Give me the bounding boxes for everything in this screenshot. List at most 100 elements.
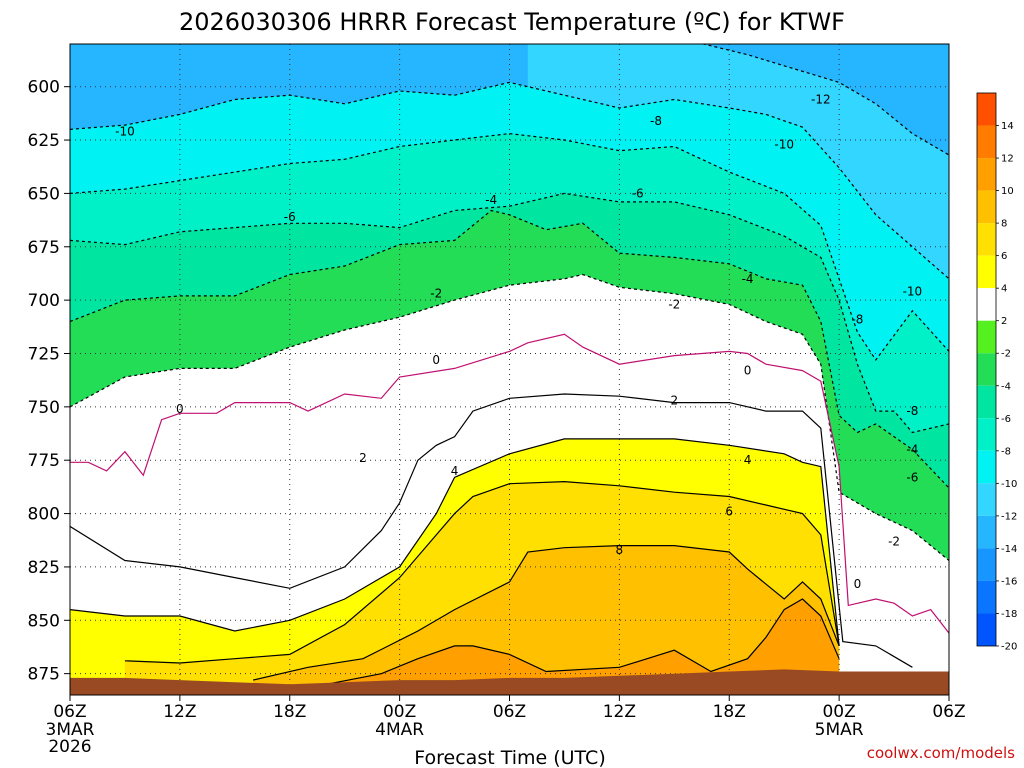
colorbar-swatch — [977, 93, 996, 126]
contour-label-layer: -12 -10 -10 -10 -8 -8 -8 -6 -6 -6 -4 -4 -4 -2 -2 -2 0 0 0 0… — [115, 92, 922, 591]
contour-label: 4 — [744, 453, 752, 467]
x-tick-label: 12Z — [163, 702, 196, 722]
contour-label: -6 — [632, 186, 644, 200]
colorbar-swatch — [977, 483, 996, 516]
terrain-fill — [70, 669, 949, 695]
contour-label: 0 — [176, 402, 184, 416]
colorbar-swatch — [977, 353, 996, 386]
colorbar-swatch — [977, 125, 996, 159]
x-tick-label: 06Z — [493, 702, 526, 722]
contour-label: -8 — [906, 404, 918, 418]
colorbar-label: 2 — [1001, 316, 1007, 327]
colorbar-swatch — [977, 320, 996, 354]
y-axis: 600 625 650 675 700 725 750 775 800 825 850 875 — [28, 78, 70, 685]
colorbar-swatch — [977, 580, 996, 614]
colorbar-swatch — [977, 450, 996, 484]
contour-layer — [70, 44, 949, 685]
x-tick-label: 06Z — [932, 702, 965, 722]
y-tick-label: 775 — [28, 451, 60, 471]
colorbar-swatch — [977, 385, 996, 419]
colorbar-label: 14 — [1001, 121, 1014, 132]
x-tick-label: 12Z — [603, 702, 636, 722]
ground-layer — [70, 669, 949, 695]
contour-label: -4 — [485, 193, 497, 207]
contour-label: -6 — [284, 210, 296, 224]
chart-title: 2026030306 HRRR Forecast Temperature (ºC… — [179, 8, 845, 36]
y-tick-label: 750 — [28, 398, 60, 418]
y-tick-label: 850 — [28, 611, 60, 631]
contour-line — [70, 132, 949, 361]
contour-label: 0 — [744, 364, 752, 378]
colorbar-label: -18 — [1001, 609, 1017, 620]
colorbar-label: -20 — [1001, 642, 1017, 653]
colorbar: 14 12 10 8 6 4 2 -2 -4 -6 -8 -10 -12 -14 -16 -18 -20 — [976, 92, 1017, 653]
y-tick-label: 725 — [28, 344, 60, 364]
x-tick-sublabel: 2026 — [48, 737, 91, 757]
colorbar-label: -4 — [1001, 381, 1011, 392]
colorbar-swatch — [977, 613, 996, 646]
contour-label: 4 — [451, 464, 459, 478]
colorbar-label: -14 — [1001, 544, 1017, 555]
contour-label: -2 — [430, 287, 442, 301]
colorbar-label: 12 — [1001, 154, 1014, 165]
colorbar-swatch — [977, 515, 996, 549]
credit-text: coolwx.com/models — [867, 744, 1015, 762]
x-tick-sublabel: 4MAR — [375, 720, 424, 740]
y-tick-label: 800 — [28, 505, 60, 525]
colorbar-swatch — [977, 418, 996, 451]
colorbar-swatch — [977, 158, 996, 191]
contour-label: -10 — [115, 125, 135, 139]
contour-label: 0 — [432, 353, 440, 367]
contour-label: 8 — [616, 543, 624, 557]
contour-label: -8 — [650, 114, 662, 128]
contour-label: -12 — [811, 92, 831, 106]
contour-label: -2 — [888, 534, 900, 548]
y-tick-label: 600 — [28, 78, 60, 98]
contour-label: -4 — [906, 443, 918, 457]
contour-label: -6 — [906, 470, 918, 484]
contour-line — [70, 393, 913, 668]
contour-line — [124, 480, 840, 664]
band-fill — [253, 545, 840, 695]
contour-label: -10 — [903, 285, 923, 299]
contour-label: -10 — [774, 137, 794, 151]
y-tick-label: 700 — [28, 291, 60, 311]
contour-label: -2 — [668, 297, 680, 311]
y-tick-label: 875 — [28, 665, 60, 685]
contour-label: 2 — [359, 451, 367, 465]
colorbar-label: 8 — [1001, 219, 1007, 230]
contour-label: -8 — [851, 312, 863, 326]
x-tick-label: 18Z — [713, 702, 746, 722]
colorbar-frame — [976, 92, 997, 647]
colorbar-label: -8 — [1001, 446, 1011, 457]
contour-line — [326, 598, 840, 685]
contour-line — [701, 44, 949, 156]
colorbar-label: -16 — [1001, 576, 1017, 587]
x-tick-label: 00Z — [383, 702, 416, 722]
x-axis-label: Forecast Time (UTC) — [414, 747, 605, 768]
colorbar-swatch — [977, 190, 996, 224]
contour-label: 0 — [854, 577, 862, 591]
x-tick-label: 06Z — [53, 702, 86, 722]
colorbar-label: 4 — [1001, 284, 1007, 295]
y-tick-label: 625 — [28, 131, 60, 151]
colorbar-label: 10 — [1001, 186, 1014, 197]
plot-area: -12 -10 -10 -10 -8 -8 -8 -6 -6 -6 -4 -4 -4 -2 -2 -2 0 0 0 0… — [70, 44, 949, 695]
y-tick-label: 825 — [28, 558, 60, 578]
x-tick-label: 00Z — [822, 702, 855, 722]
x-tick-sublabel: 3MAR — [46, 720, 95, 740]
colorbar-label: 6 — [1001, 251, 1007, 262]
x-tick-sublabel: 5MAR — [815, 720, 864, 740]
colorbar-swatch — [977, 255, 996, 289]
colorbar-label: -6 — [1001, 414, 1011, 425]
contour-line — [70, 333, 949, 634]
contour-line — [70, 209, 949, 489]
colorbar-swatch — [977, 288, 996, 321]
colorbar-label: -2 — [1001, 349, 1011, 360]
contour-label: -4 — [742, 272, 754, 286]
contour-label: 2 — [670, 393, 678, 407]
contour-line — [252, 544, 840, 681]
x-tick-label: 18Z — [273, 702, 306, 722]
colorbar-label: -12 — [1001, 511, 1017, 522]
